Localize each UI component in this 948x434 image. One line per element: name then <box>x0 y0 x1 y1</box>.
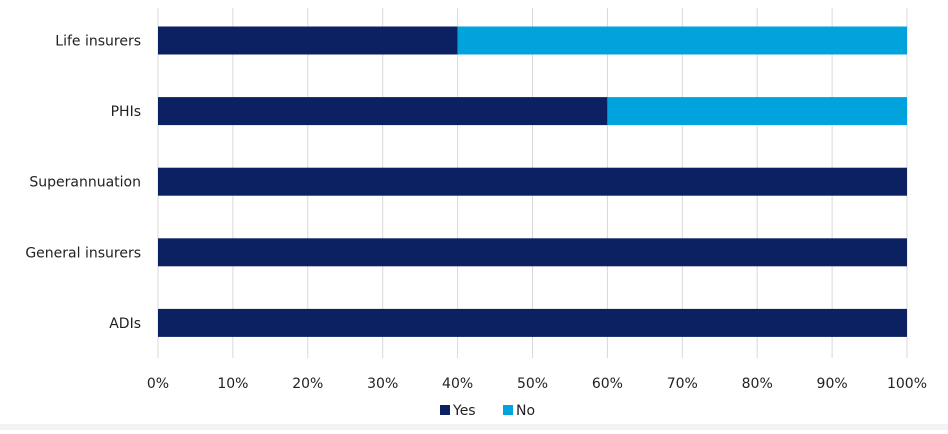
bar-yes-0 <box>158 26 458 55</box>
bar-no-0 <box>457 26 907 55</box>
x-tick-label: 90% <box>817 376 848 392</box>
bar-yes-1 <box>158 97 608 126</box>
category-label: Life insurers <box>55 34 141 50</box>
x-tick-labels: 0% 10% 20% 30% 40% 50% 60% 70% 80% 90% 100% <box>147 376 927 392</box>
legend-label-no: No <box>516 403 535 419</box>
x-tick-label: 20% <box>292 376 323 392</box>
x-tick-label: 40% <box>442 376 473 392</box>
x-tick-label: 30% <box>367 376 398 392</box>
legend-swatch-yes <box>440 405 450 415</box>
legend: Yes No <box>440 403 535 419</box>
category-label: Superannuation <box>29 175 141 191</box>
bars <box>158 26 907 337</box>
category-labels: Life insurers PHIs Superannuation General i… <box>25 34 141 332</box>
footer-strip <box>0 424 948 430</box>
category-label: ADIs <box>109 316 141 332</box>
x-tick-label: 100% <box>887 376 927 392</box>
x-tick-label: 60% <box>592 376 623 392</box>
x-tick-label: 70% <box>667 376 698 392</box>
bar-no-1 <box>607 97 907 126</box>
x-tick-label: 80% <box>742 376 773 392</box>
bar-yes-4 <box>158 308 907 337</box>
bar-yes-2 <box>158 167 907 196</box>
bar-yes-3 <box>158 238 907 267</box>
category-label: General insurers <box>25 245 141 261</box>
x-tick-label: 0% <box>147 376 169 392</box>
legend-swatch-no <box>503 405 513 415</box>
category-label: PHIs <box>111 104 141 120</box>
legend-label-yes: Yes <box>452 403 476 419</box>
x-tick-label: 10% <box>217 376 248 392</box>
x-tick-label: 50% <box>517 376 548 392</box>
